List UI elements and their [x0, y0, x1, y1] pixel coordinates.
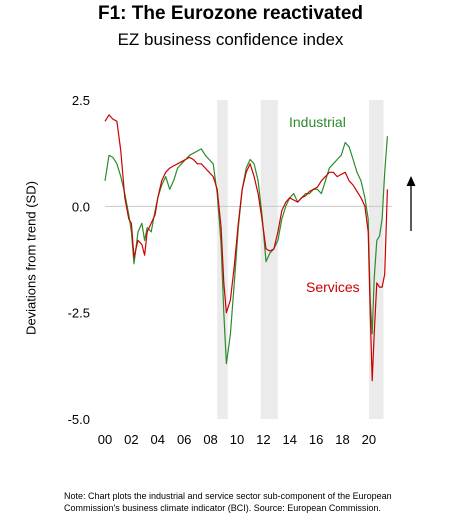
x-tick-label: 12 [256, 432, 270, 447]
chart-title: F1: The Eurozone reactivated [97, 3, 363, 24]
series-line-services [104, 114, 388, 382]
y-axis-title: Deviations from trend (SD) [23, 181, 39, 335]
up-arrow-icon [406, 176, 416, 231]
x-tick-label: 04 [151, 432, 165, 447]
y-tick-label: -5.0 [68, 412, 90, 427]
x-tick-label: 00 [98, 432, 112, 447]
x-tick-label: 08 [203, 432, 217, 447]
x-tick-label: 20 [362, 432, 376, 447]
chart-note: Note: Chart plots the industrial and ser… [64, 491, 392, 513]
shaded-period-1 [260, 100, 278, 419]
y-tick-label: 2.5 [72, 93, 90, 108]
shaded-period-2 [368, 100, 384, 419]
annotation-industrial: Industrial [289, 114, 346, 130]
x-tick-label: 10 [230, 432, 244, 447]
x-tick-label: 06 [177, 432, 191, 447]
series-line-industrial [104, 136, 388, 365]
annotation-services: Services [306, 279, 360, 295]
x-tick-label: 18 [335, 432, 349, 447]
y-tick-label: -2.5 [68, 306, 90, 321]
x-tick-label: 16 [309, 432, 323, 447]
x-tick-label: 02 [124, 432, 138, 447]
x-tick-label: 14 [283, 432, 297, 447]
chart-subtitle: EZ business confidence index [117, 30, 344, 49]
y-tick-label: 0.0 [72, 199, 90, 214]
